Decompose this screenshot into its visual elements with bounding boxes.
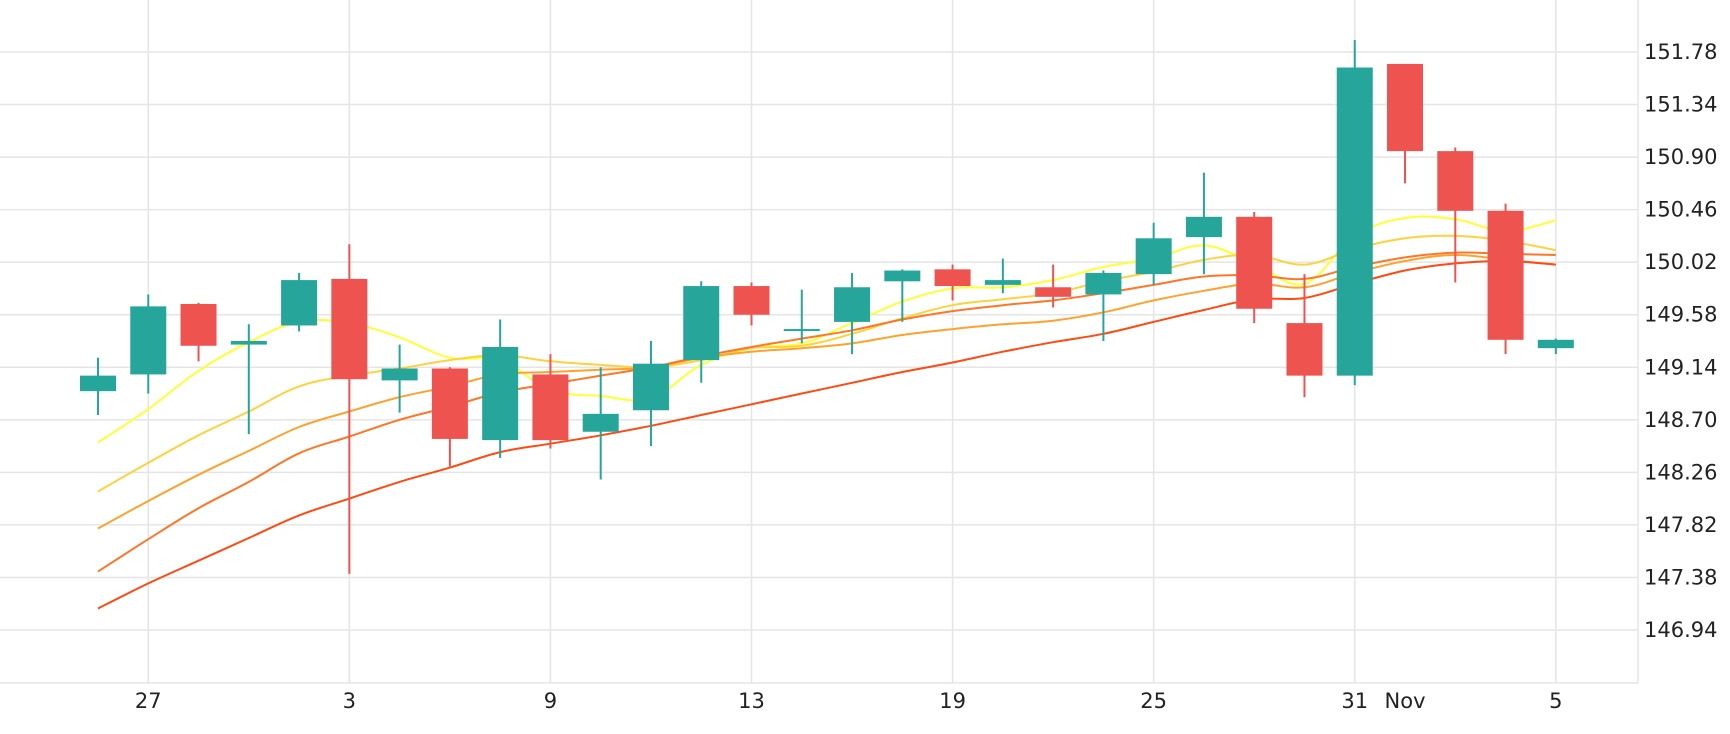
candle-body — [1236, 216, 1273, 309]
x-tick-label: 27 — [135, 689, 162, 713]
candle-up — [80, 357, 116, 416]
candle-body — [1537, 339, 1574, 349]
x-tick-label: 5 — [1549, 689, 1562, 713]
candle-up — [1135, 222, 1172, 285]
candle-up — [632, 341, 669, 447]
candle-up — [884, 269, 921, 322]
candle-body — [1437, 151, 1474, 211]
candle-body — [733, 286, 770, 315]
candle-down — [1236, 212, 1273, 324]
candle-down — [934, 264, 971, 301]
candle-body — [1035, 287, 1072, 297]
y-tick-label: 150.90 — [1644, 145, 1717, 169]
candle-up — [1336, 40, 1373, 386]
candle-down — [431, 367, 468, 467]
candle-down — [1286, 274, 1323, 398]
candle-up — [783, 289, 820, 344]
candle-down — [1487, 203, 1524, 355]
candle-up — [683, 281, 720, 383]
y-tick-label: 149.14 — [1644, 355, 1717, 379]
y-tick-label: 147.38 — [1644, 565, 1717, 589]
y-tick-label: 151.78 — [1644, 40, 1717, 64]
candle-up — [130, 294, 167, 394]
x-tick-label: 9 — [544, 689, 557, 713]
candle-body — [331, 278, 368, 380]
candle-body — [431, 368, 468, 439]
axes: 151.78 151.34 150.90 150.46 150.02 149.58 149.… — [135, 40, 1718, 713]
y-tick-label: 148.70 — [1644, 408, 1717, 432]
candle-up — [1537, 338, 1574, 355]
candle-body — [1185, 216, 1222, 238]
candle-down — [1437, 147, 1474, 283]
candle-down — [180, 302, 217, 362]
candle-up — [834, 272, 871, 355]
candle-body — [1135, 238, 1172, 275]
candle-up — [482, 319, 519, 459]
y-tick-label: 146.94 — [1644, 618, 1717, 642]
y-tick-label: 149.58 — [1644, 303, 1717, 327]
candle-body — [884, 270, 921, 282]
candle-body — [1387, 63, 1424, 152]
x-tick-label: 19 — [939, 689, 966, 713]
candle-body — [582, 413, 619, 432]
candle-down — [733, 282, 770, 326]
candle-body — [532, 374, 569, 441]
candle-down — [532, 354, 569, 449]
candle-up — [230, 324, 267, 435]
candle-down — [331, 244, 368, 574]
candle-up — [381, 344, 418, 413]
candles — [80, 40, 1574, 574]
candle-up — [1185, 172, 1222, 275]
x-tick-label: 3 — [343, 689, 356, 713]
candle-down — [1387, 63, 1424, 184]
candle-body — [281, 280, 318, 326]
x-tick-label: 13 — [738, 689, 765, 713]
candle-body — [1487, 210, 1524, 340]
moving-average-line — [97, 259, 1556, 610]
moving-average-line — [97, 253, 1556, 530]
candle-body — [984, 280, 1021, 285]
x-tick-label: 25 — [1140, 689, 1167, 713]
candle-body — [180, 303, 217, 346]
y-tick-label: 150.02 — [1644, 250, 1717, 274]
x-tick-label: Nov — [1385, 689, 1426, 713]
candle-body — [230, 341, 267, 345]
candle-body — [381, 368, 418, 381]
candle-body — [130, 306, 167, 375]
candle-down — [1035, 264, 1072, 308]
candle-body — [1085, 272, 1122, 295]
candle-body — [482, 346, 519, 441]
candle-body — [934, 269, 971, 287]
y-tick-label: 151.34 — [1644, 93, 1717, 117]
candle-body — [80, 375, 116, 392]
candle-up — [1085, 270, 1122, 341]
candle-body — [783, 329, 820, 332]
y-tick-label: 148.26 — [1644, 460, 1717, 484]
y-tick-label: 150.46 — [1644, 198, 1717, 222]
candle-up — [582, 367, 619, 480]
moving-average-line — [97, 251, 1556, 573]
x-tick-label: 31 — [1341, 689, 1368, 713]
candle-up — [281, 272, 318, 332]
y-tick-label: 147.82 — [1644, 513, 1717, 537]
candle-body — [683, 286, 720, 361]
candle-body — [632, 363, 669, 411]
candle-body — [1336, 67, 1373, 376]
candle-up — [984, 258, 1021, 294]
candle-body — [1286, 323, 1323, 376]
candle-body — [834, 287, 871, 322]
